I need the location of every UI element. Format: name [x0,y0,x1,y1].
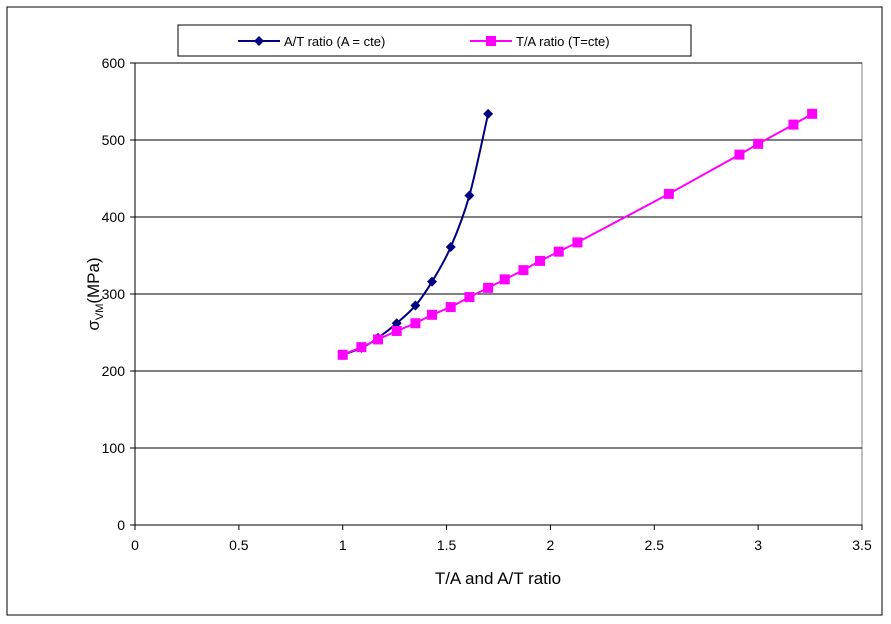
series-1-point-14 [663,188,674,199]
series-0-point-8 [483,108,494,119]
legend-marker-diamond [254,36,264,46]
series-0-point-6 [445,242,456,253]
series-1-point-13 [572,237,583,248]
series-1-point-16 [753,138,764,149]
y-axis-title-subscript: VM [94,304,106,321]
series-1-point-1 [356,342,367,353]
y-tick-label-5: 500 [102,132,126,148]
y-tick-label-3: 300 [102,286,126,302]
x-axis-ticks: 0 0.5 1 1.5 2 2.5 3 3.5 [131,525,872,553]
series-0-point-7 [464,190,475,201]
series-1-point-11 [535,255,546,266]
series-1-point-7 [464,292,475,303]
x-tick-label-4: 2 [547,537,555,553]
x-axis-title: T/A and A/T ratio [435,569,561,588]
series-1 [337,108,818,360]
x-tick-label-0: 0 [131,537,139,553]
legend-label-t-a: T/A ratio (T=cte) [516,34,610,49]
series-1-point-12 [553,246,564,257]
x-tick-label-6: 3 [754,537,762,553]
x-tick-label-7: 3.5 [852,537,872,553]
series-1-point-8 [483,282,494,293]
legend-label-a-t: A/T ratio (A = cte) [284,34,385,49]
x-tick-label-5: 2.5 [645,537,665,553]
y-axis-title-suffix: (MPa) [84,257,103,303]
x-tick-label-2: 1 [339,537,347,553]
series-0-point-4 [410,300,421,311]
y-tick-label-4: 400 [102,209,126,225]
series-0-point-5 [427,276,438,287]
series-1-point-17 [788,119,799,130]
series-1-point-2 [373,334,384,345]
series-1-point-10 [518,265,529,276]
y-axis-title: σVM(MPa) [84,257,106,330]
series-0 [337,108,494,360]
y-tick-label-1: 100 [102,440,126,456]
series-layer [337,108,818,360]
series-0-point-3 [391,318,402,329]
y-tick-label-6: 600 [102,55,126,71]
y-axis-title-base: σ [84,320,103,331]
series-1-point-3 [391,325,402,336]
x-tick-label-3: 1.5 [437,537,457,553]
series-1-point-4 [410,318,421,329]
series-1-point-9 [499,274,510,285]
legend: A/T ratio (A = cte) T/A ratio (T=cte) [177,24,692,57]
series-1-point-6 [445,302,456,313]
legend-marker-square [486,36,496,46]
series-1-point-15 [734,149,745,160]
y-axis-ticks: 0 100 200 300 400 500 600 [102,55,135,533]
x-tick-label-1: 0.5 [229,537,249,553]
grid-lines [135,62,862,449]
series-1-point-5 [427,309,438,320]
y-tick-label-0: 0 [117,517,125,533]
y-tick-label-2: 200 [102,363,126,379]
series-1-point-18 [807,108,818,119]
series-1-point-0 [337,349,348,360]
